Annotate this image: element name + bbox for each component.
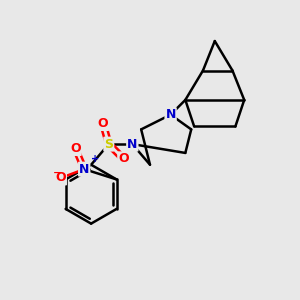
- Text: +: +: [91, 154, 99, 164]
- Text: O: O: [98, 117, 108, 130]
- Text: S: S: [104, 138, 113, 151]
- Text: O: O: [70, 142, 81, 155]
- Text: N: N: [127, 138, 137, 151]
- Text: N: N: [165, 108, 176, 121]
- Text: N: N: [79, 163, 89, 176]
- Text: O: O: [56, 172, 66, 184]
- Text: −: −: [52, 168, 62, 178]
- Text: O: O: [118, 152, 129, 165]
